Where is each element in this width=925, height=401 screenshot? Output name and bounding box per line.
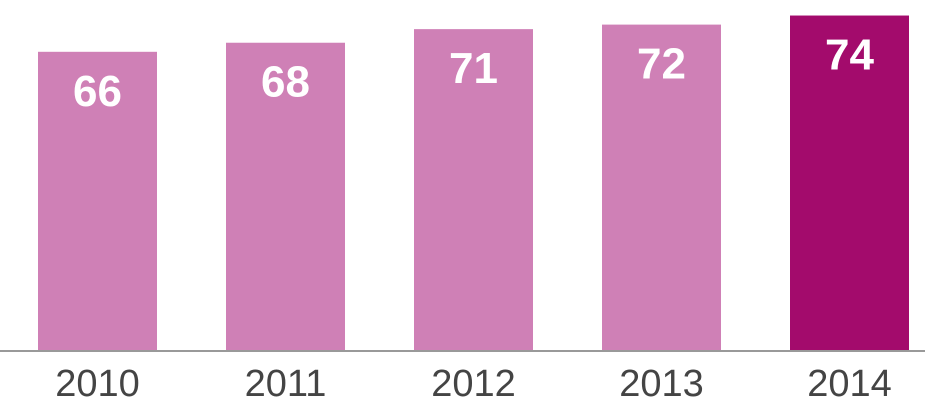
bar-2013 bbox=[602, 24, 721, 351]
x-tick-label-2011: 2011 bbox=[245, 363, 327, 401]
x-tick-label-2012: 2012 bbox=[431, 363, 516, 401]
value-label-2010: 66 bbox=[73, 67, 122, 116]
bar-2011 bbox=[226, 42, 345, 351]
x-tick-label-2010: 2010 bbox=[55, 363, 140, 401]
value-label-2012: 71 bbox=[449, 44, 498, 93]
value-labels-group: 66 68 71 72 74 bbox=[73, 31, 874, 116]
x-tick-label-2013: 2013 bbox=[619, 363, 704, 401]
x-tick-labels-group: 2010 2011 2012 2013 2014 bbox=[55, 363, 892, 401]
value-label-2013: 72 bbox=[637, 40, 686, 89]
bar-2010 bbox=[38, 51, 157, 352]
bars-group bbox=[38, 15, 909, 352]
x-tick-label-2014: 2014 bbox=[807, 363, 892, 401]
bar-2014 bbox=[790, 15, 909, 352]
value-label-2011: 68 bbox=[261, 58, 310, 107]
bar-2012 bbox=[414, 29, 533, 352]
value-label-2014: 74 bbox=[825, 31, 874, 80]
